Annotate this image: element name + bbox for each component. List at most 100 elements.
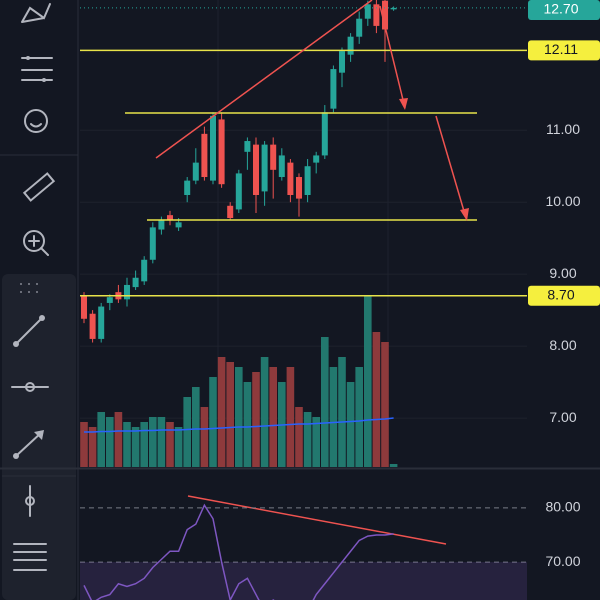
price-pane [80,0,527,467]
candle-body [382,0,388,30]
volume-bar [329,367,338,467]
volume-bar [174,427,183,467]
tool-fib[interactable] [13,543,47,571]
candle-body [106,297,113,303]
candle-body [304,166,311,196]
tool-grip [20,283,38,293]
candle-body [244,141,251,152]
y-tick-label: 8.00 [549,337,576,353]
candle-body [124,284,130,300]
rsi-band [80,562,527,600]
candle-body [218,119,225,185]
volume-bar [286,367,295,467]
candle-body [261,144,268,192]
volume-bar [295,407,303,467]
candle-body [227,205,234,219]
candle-body [132,277,139,288]
rsi-tick-label: 70.00 [545,553,580,569]
candle-body [330,69,337,109]
candle-body [373,4,380,26]
volume-bar [183,397,191,467]
volume-bar [217,357,226,467]
volume-bar [149,417,157,467]
volume-bar [269,367,277,467]
volume-bar [312,417,320,467]
arrow-head [460,208,469,221]
price-label-box [528,285,600,306]
volume-bar [106,417,114,467]
arrow-head [399,98,408,110]
volume-bar [243,382,252,467]
volume-bar [192,387,200,467]
candle-body [235,173,242,210]
trend-line[interactable] [155,0,373,159]
candle-body [158,220,165,230]
rsi-tick-label: 80.00 [545,499,580,515]
price-line-label: 12.11 [544,41,578,57]
rsi-divergence-line[interactable] [187,495,447,545]
candle-body [167,215,173,221]
candle-body [201,133,208,178]
volume-bar [157,417,166,467]
candle-body [356,18,363,37]
candle-body [253,144,259,196]
volume-bar [372,332,381,467]
volume-bar [226,362,234,467]
candle-body [141,259,148,282]
volume-bar [97,412,105,467]
candle-body [287,162,294,196]
volume-bar [200,407,209,467]
tool-ruler[interactable] [22,172,56,202]
volume-bar [303,412,312,467]
candle-body [81,295,87,319]
arrow[interactable] [379,5,406,109]
tool-emoji[interactable] [24,109,48,133]
toolbar [0,0,79,600]
volume-ma-line [84,417,394,433]
volume-bar [80,422,88,467]
price-label-box [528,40,600,61]
y-tick-label: 10.00 [545,193,580,209]
candle-body [89,313,96,339]
tool-zoom[interactable] [23,230,49,256]
volume-bar [88,427,97,467]
tool-arrow[interactable] [13,430,44,459]
volume-bar [166,422,174,467]
candle-body [339,51,345,73]
rsi-line [83,503,394,600]
candle-body [270,144,277,170]
volume-bar [123,422,131,467]
y-tick-label: 11.00 [546,121,580,137]
volume-bar [355,367,363,467]
y-tick-label: 7.00 [549,409,576,425]
candle-body [364,4,371,19]
volume-bar [389,464,398,467]
candle-body [210,115,216,181]
arrow[interactable] [435,115,467,219]
candle-body [347,36,354,55]
volume-bar [364,296,372,467]
tool-horizontal-ray[interactable] [11,382,49,392]
tool-trend-line[interactable] [13,315,45,347]
last-price-label: 12.70 [543,1,578,17]
candle-body [313,155,320,163]
candle-body [175,222,182,228]
drawings [125,0,477,221]
candle-body [98,306,105,339]
candle-body [390,7,397,10]
candle-body [296,177,302,199]
tool-measure-lines[interactable] [21,56,53,82]
volume-bar [114,412,123,467]
candle-body [149,227,156,260]
volume-bar [260,357,269,467]
volume-bar [321,337,329,467]
tool-pattern[interactable] [21,3,51,23]
candle-body [278,155,285,178]
candle-body [321,112,328,156]
volume-bar [338,357,346,467]
tool-vertical-line[interactable] [25,485,35,517]
volume-bar [346,382,355,467]
volume-bar [131,427,140,467]
